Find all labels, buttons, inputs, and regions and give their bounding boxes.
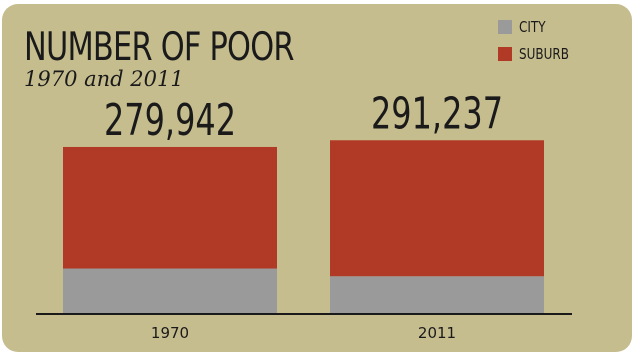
bar-suburb-1970 [63,146,277,269]
bar-city-1970 [63,268,277,313]
legend-swatch-suburb [498,47,512,61]
bar-city-2011 [330,276,544,313]
chart-title: NUMBER OF POOR [24,25,295,70]
legend-label-suburb: SUBURB [519,45,569,63]
legend-swatch-city [498,20,512,34]
chart-card: NUMBER OF POOR 1970 and 2011 CITY SUBURB… [2,4,632,352]
x-tick-label-1970: 1970 [151,324,189,342]
chart-subtitle: 1970 and 2011 [24,67,184,91]
legend-label-city: CITY [519,18,546,36]
total-label-1970: 279,942 [104,95,236,146]
total-label-2011: 291,237 [371,88,503,139]
bar-suburb-2011 [330,140,544,277]
chart-plot: 279,942 1970 291,237 2011 [36,88,572,342]
x-tick-label-2011: 2011 [418,324,456,342]
